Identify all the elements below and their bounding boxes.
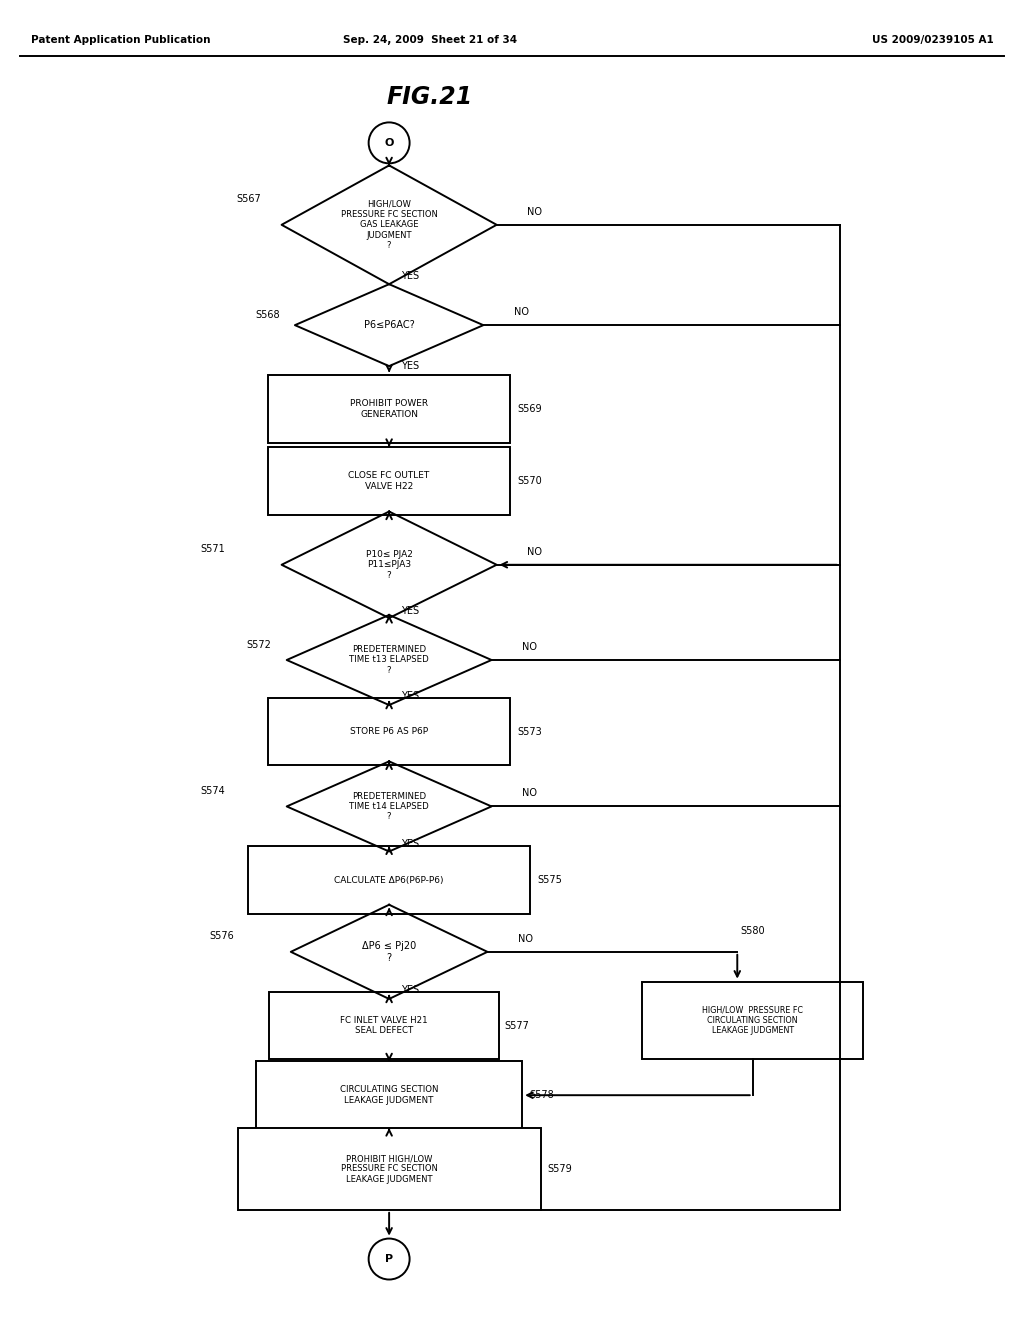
Text: FC INLET VALVE H21
SEAL DEFECT: FC INLET VALVE H21 SEAL DEFECT: [340, 1016, 428, 1035]
Text: NO: NO: [522, 788, 538, 799]
Text: ΔP6 ≤ Pj20
?: ΔP6 ≤ Pj20 ?: [362, 941, 416, 962]
Text: NO: NO: [527, 546, 543, 557]
Text: YES: YES: [401, 692, 420, 701]
Bar: [268, 698, 510, 766]
Text: PREDETERMINED
TIME t13 ELAPSED
?: PREDETERMINED TIME t13 ELAPSED ?: [349, 645, 429, 675]
Text: S574: S574: [201, 787, 225, 796]
Text: STORE P6 AS P6P: STORE P6 AS P6P: [350, 727, 428, 737]
Text: Patent Application Publication: Patent Application Publication: [31, 36, 210, 45]
Text: PROHIBIT POWER
GENERATION: PROHIBIT POWER GENERATION: [350, 400, 428, 418]
Text: S573: S573: [517, 727, 542, 737]
Text: NO: NO: [527, 207, 543, 216]
Text: CIRCULATING SECTION
LEAKAGE JUDGMENT: CIRCULATING SECTION LEAKAGE JUDGMENT: [340, 1085, 438, 1105]
Bar: [269, 991, 499, 1060]
Text: US 2009/0239105 A1: US 2009/0239105 A1: [871, 36, 993, 45]
Text: S576: S576: [210, 932, 234, 941]
Text: PROHIBIT HIGH/LOW
PRESSURE FC SECTION
LEAKAGE JUDGMENT: PROHIBIT HIGH/LOW PRESSURE FC SECTION LE…: [341, 1154, 437, 1184]
Text: YES: YES: [401, 838, 420, 849]
Text: S567: S567: [237, 194, 261, 205]
Text: O: O: [384, 137, 394, 148]
Text: YES: YES: [401, 271, 420, 281]
Text: S570: S570: [517, 475, 542, 486]
Bar: [248, 846, 530, 913]
Text: NO: NO: [514, 308, 529, 317]
Text: S578: S578: [529, 1090, 554, 1100]
Text: NO: NO: [522, 642, 538, 652]
Text: S575: S575: [538, 875, 562, 886]
Text: S577: S577: [505, 1020, 529, 1031]
Text: HIGH/LOW
PRESSURE FC SECTION
GAS LEAKAGE
JUDGMENT
?: HIGH/LOW PRESSURE FC SECTION GAS LEAKAGE…: [341, 199, 437, 249]
Bar: [238, 1129, 541, 1210]
Bar: [256, 1061, 522, 1129]
Text: NO: NO: [518, 933, 534, 944]
Text: P6≤P6AC?: P6≤P6AC?: [364, 321, 415, 330]
Text: P: P: [385, 1254, 393, 1265]
Text: CALCULATE ΔP6(P6P-P6): CALCULATE ΔP6(P6P-P6): [335, 875, 443, 884]
Bar: [268, 375, 510, 444]
Text: YES: YES: [401, 985, 420, 995]
Text: YES: YES: [401, 360, 420, 371]
Text: YES: YES: [401, 606, 420, 616]
Text: CLOSE FC OUTLET
VALVE H22: CLOSE FC OUTLET VALVE H22: [348, 471, 430, 491]
Bar: [268, 447, 510, 515]
Text: S579: S579: [548, 1164, 572, 1173]
Text: P10≤ PJA2
P11≤PJA3
?: P10≤ PJA2 P11≤PJA3 ?: [366, 550, 413, 579]
Bar: [642, 982, 863, 1060]
Text: Sep. 24, 2009  Sheet 21 of 34: Sep. 24, 2009 Sheet 21 of 34: [343, 36, 517, 45]
Text: S571: S571: [201, 544, 225, 554]
Text: S568: S568: [255, 310, 280, 319]
Text: PREDETERMINED
TIME t14 ELAPSED
?: PREDETERMINED TIME t14 ELAPSED ?: [349, 792, 429, 821]
Text: HIGH/LOW  PRESSURE FC
CIRCULATING SECTION
LEAKAGE JUDGMENT: HIGH/LOW PRESSURE FC CIRCULATING SECTION…: [702, 1006, 803, 1035]
Text: FIG.21: FIG.21: [387, 84, 473, 108]
Text: S569: S569: [517, 404, 542, 414]
Text: S572: S572: [247, 640, 271, 649]
Text: S580: S580: [740, 927, 765, 936]
